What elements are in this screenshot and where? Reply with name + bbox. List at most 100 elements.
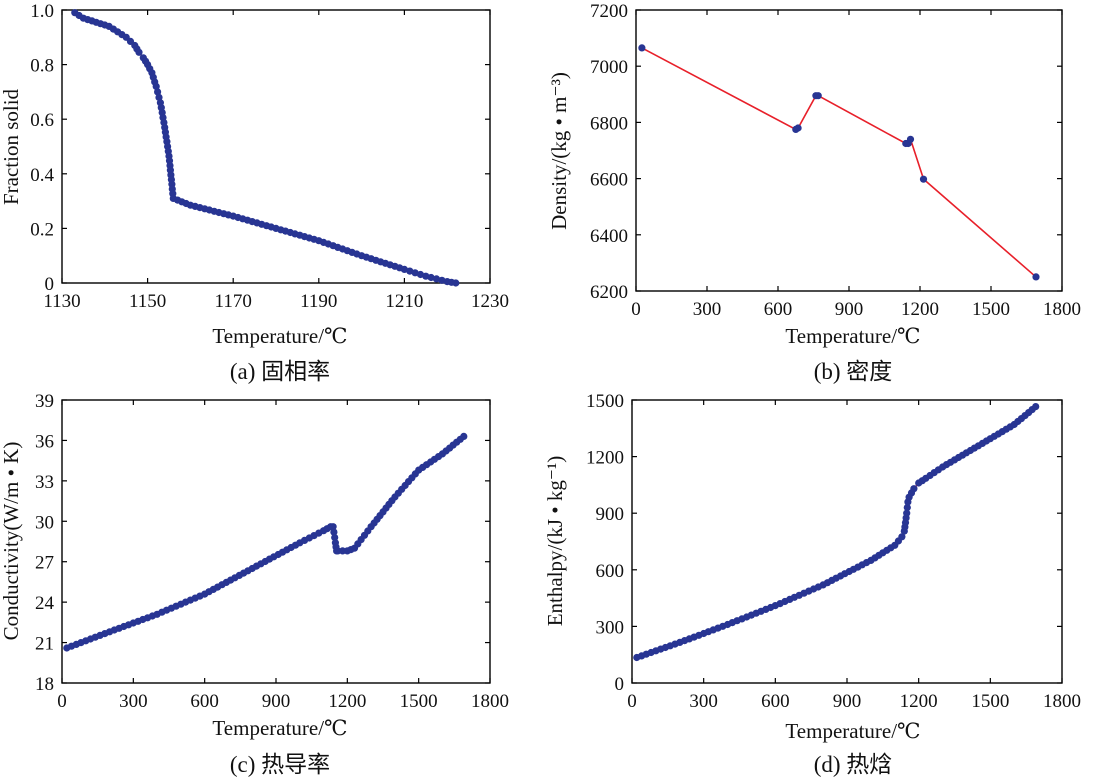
- y-tick-label: 0.8: [30, 56, 54, 77]
- x-tick-label: 1170: [215, 291, 252, 312]
- data-point: [919, 175, 928, 183]
- y-tick-label: 1.0: [30, 1, 54, 22]
- y-tick-label: 36: [35, 431, 54, 452]
- data-point: [814, 92, 822, 100]
- data-point: [329, 523, 337, 531]
- x-tick-label: 300: [689, 691, 718, 712]
- x-tick-label: 0: [631, 299, 641, 320]
- data-point: [135, 48, 143, 56]
- caption-a: (a) 固相率: [230, 359, 330, 384]
- data-point: [427, 273, 435, 282]
- x-tick-label: 1500: [972, 299, 1010, 320]
- data-point: [460, 432, 468, 440]
- x-tick-label: 1800: [471, 691, 509, 712]
- y-tick-label: 21: [35, 634, 54, 655]
- x-tick-label: 600: [764, 299, 793, 320]
- data-point: [154, 88, 162, 96]
- y-tick-label: 33: [35, 472, 54, 493]
- x-axis-label: Temperature/℃: [212, 716, 347, 740]
- x-tick-label: 900: [262, 691, 291, 712]
- y-tick-label: 0.6: [30, 110, 54, 131]
- x-tick-label: 1150: [129, 291, 166, 312]
- caption-c: (c) 热导率: [230, 752, 330, 777]
- x-tick-label: 300: [693, 299, 722, 320]
- y-tick-label: 1500: [586, 391, 624, 412]
- x-tick-label: 1800: [1043, 691, 1081, 712]
- panel-a-fraction-solid: 1130 1150 1170 1190 1210 1230 0 0.2 0.4 0.6 0.8 1.0…: [0, 1, 509, 348]
- data-point: [400, 265, 408, 273]
- data-point: [903, 503, 911, 512]
- y-tick-label: 7200: [590, 1, 628, 22]
- x-tick-label: 1200: [900, 691, 938, 712]
- plot-frame: [635, 9, 1063, 292]
- data-point: [1032, 273, 1040, 281]
- series-line: [74, 12, 456, 284]
- x-tick-label: 1210: [385, 291, 423, 312]
- y-tick-label: 6600: [590, 170, 628, 191]
- caption-b: (b) 密度: [814, 359, 893, 384]
- data-point: [638, 44, 646, 52]
- y-axis-label: Density/(kg • m⁻³): [547, 72, 571, 230]
- x-tick-label: 900: [833, 691, 862, 712]
- x-tick-label: 900: [835, 299, 864, 320]
- data-point: [794, 124, 802, 132]
- data-point: [906, 135, 915, 143]
- data-point: [331, 533, 339, 542]
- y-tick-label: 39: [35, 391, 54, 412]
- x-tick-label: 600: [190, 691, 219, 712]
- y-axis-label: Conductivity(W/m • K): [0, 442, 23, 641]
- y-tick-label: 0.2: [30, 219, 54, 240]
- x-axis-label: Temperature/℃: [212, 324, 347, 348]
- plot-frame: [631, 399, 1063, 684]
- y-axis-label: Fraction solid: [0, 88, 23, 205]
- panel-d-enthalpy: 0 300 600 900 1200 1500 1800 0 300 600 900 1200 1500…: [543, 391, 1081, 743]
- data-point: [452, 279, 460, 287]
- data-point: [330, 528, 338, 536]
- x-tick-label: 1500: [400, 691, 438, 712]
- x-tick-label: 0: [57, 691, 67, 712]
- y-axis-label: Enthalpy/(kJ • kg⁻¹): [543, 456, 567, 627]
- caption-d: (d) 热焓: [814, 752, 893, 777]
- x-tick-label: 1130: [43, 291, 80, 312]
- data-point: [432, 275, 441, 283]
- y-tick-label: 30: [35, 512, 54, 533]
- plot-frame: [61, 9, 491, 284]
- y-tick-label: 24: [35, 593, 55, 614]
- series-line: [641, 47, 1037, 278]
- data-point: [152, 82, 160, 90]
- data-point: [898, 533, 906, 541]
- y-tick-label: 1200: [586, 448, 624, 469]
- y-tick-label: 6200: [590, 282, 628, 303]
- y-tick-label: 300: [596, 617, 625, 638]
- y-tick-label: 0: [615, 674, 625, 695]
- y-tick-label: 600: [596, 561, 625, 582]
- x-tick-label: 1230: [471, 291, 509, 312]
- x-tick-label: 1800: [1043, 299, 1081, 320]
- y-tick-label: 18: [35, 674, 54, 695]
- y-tick-label: 0: [45, 274, 55, 295]
- x-tick-label: 600: [761, 691, 790, 712]
- y-tick-label: 6400: [590, 226, 628, 247]
- data-point: [411, 269, 419, 277]
- data-point: [910, 485, 918, 493]
- data-point: [903, 509, 911, 517]
- x-axis-label: Temperature/℃: [785, 719, 920, 743]
- x-tick-label: 1200: [901, 299, 939, 320]
- y-tick-label: 0.4: [30, 165, 54, 186]
- series-line: [66, 435, 465, 649]
- data-point: [1032, 403, 1040, 411]
- plot-frame: [61, 399, 491, 684]
- x-tick-label: 1190: [300, 291, 337, 312]
- x-tick-label: 1500: [971, 691, 1009, 712]
- y-tick-label: 900: [596, 504, 625, 525]
- panel-b-density: 0 300 600 900 1200 1500 1800 6200 6400 6600 6800 70…: [547, 1, 1081, 348]
- y-tick-label: 6800: [590, 113, 628, 134]
- panel-c-conductivity: 0 300 600 900 1200 1500 1800 18 21 24 27 30 33 36 39 Te…: [0, 391, 509, 740]
- x-tick-label: 1200: [328, 691, 366, 712]
- x-tick-label: 0: [627, 691, 637, 712]
- y-tick-label: 7000: [590, 57, 628, 78]
- y-tick-label: 27: [35, 553, 54, 574]
- data-point: [155, 93, 163, 101]
- x-tick-label: 300: [119, 691, 148, 712]
